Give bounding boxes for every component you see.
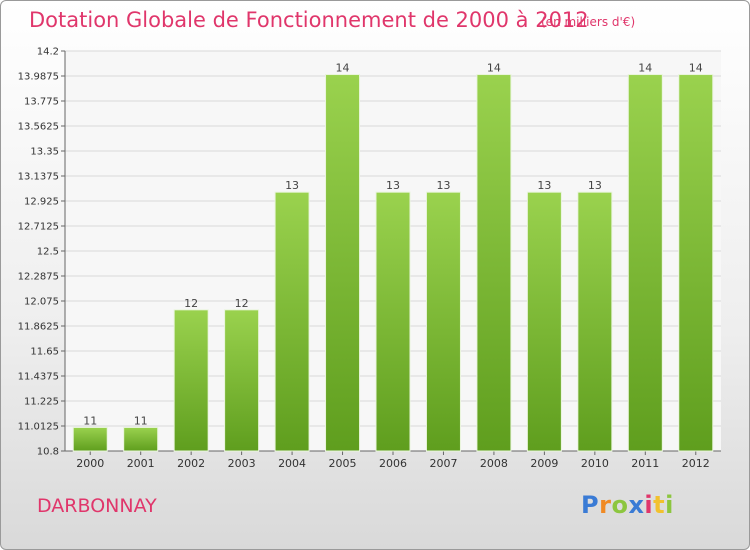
y-tick-label: 12.2875 (18, 272, 59, 283)
y-tick-label: 12.075 (24, 297, 59, 308)
logo-letter: x (628, 491, 645, 519)
data-label-2008: 14 (487, 62, 501, 75)
logo-letter: i (665, 491, 674, 519)
data-label-2004: 13 (285, 179, 299, 192)
data-label-2005: 14 (336, 62, 350, 75)
y-tick-label: 12.925 (24, 197, 59, 208)
x-tick-label-2000: 2000 (76, 457, 104, 470)
data-label-2010: 13 (588, 179, 602, 192)
x-tick-label-2006: 2006 (379, 457, 407, 470)
x-tick-label-2005: 2005 (329, 457, 357, 470)
proxiti-logo: Proxiti (581, 491, 674, 519)
bar-2005 (325, 74, 361, 452)
bar-2001 (123, 426, 159, 452)
data-label-2011: 14 (638, 62, 652, 75)
chart-title: Dotation Globale de Fonctionnement de 20… (29, 8, 589, 32)
y-tick-label: 11.225 (24, 397, 59, 408)
y-tick-label: 13.9875 (18, 72, 59, 83)
x-tick-label-2012: 2012 (682, 457, 710, 470)
x-tick-label-2008: 2008 (480, 457, 508, 470)
y-tick-label: 11.8625 (18, 322, 59, 333)
x-tick-label-2009: 2009 (530, 457, 558, 470)
y-tick-label: 13.775 (24, 97, 59, 108)
y-tick-label: 11.65 (30, 347, 59, 358)
data-label-2007: 13 (436, 179, 450, 192)
data-label-2000: 11 (83, 414, 97, 427)
data-label-2001: 11 (134, 414, 148, 427)
logo-letter: t (653, 491, 666, 519)
bar-2006 (375, 191, 411, 452)
data-label-2003: 12 (235, 297, 249, 310)
data-label-2009: 13 (537, 179, 551, 192)
y-tick-label: 10.8 (37, 447, 59, 458)
data-label-2006: 13 (386, 179, 400, 192)
x-tick-label-2011: 2011 (631, 457, 659, 470)
commune-name: DARBONNAY (37, 495, 157, 517)
y-tick-label: 13.1375 (18, 172, 59, 183)
y-tick-label: 13.35 (30, 147, 59, 158)
bar-2000 (72, 426, 108, 452)
x-tick-label-2002: 2002 (177, 457, 205, 470)
y-tick-label: 11.4375 (18, 372, 59, 383)
bar-2007 (425, 191, 461, 452)
bar-2009 (526, 191, 562, 452)
x-tick-label-2003: 2003 (228, 457, 256, 470)
y-tick-label: 13.5625 (18, 122, 59, 133)
bar-2004 (274, 191, 310, 452)
data-label-2002: 12 (184, 297, 198, 310)
y-tick-label: 14.2 (37, 47, 59, 58)
bar-2011 (627, 74, 663, 452)
y-tick-label: 12.5 (37, 247, 59, 258)
x-tick-label-2007: 2007 (429, 457, 457, 470)
y-tick-label: 12.7125 (18, 222, 59, 233)
logo-letter: P (581, 491, 600, 519)
bar-2012 (678, 74, 714, 452)
bar-2002 (173, 309, 209, 452)
x-tick-label-2004: 2004 (278, 457, 306, 470)
data-label-2012: 14 (689, 62, 703, 75)
chart-subtitle: (en milliers d'€) (541, 15, 636, 29)
y-tick-label: 11.0125 (18, 422, 59, 433)
logo-letter: r (599, 491, 612, 519)
bar-2003 (224, 309, 260, 452)
bar-2008 (476, 74, 512, 452)
x-tick-label-2001: 2001 (127, 457, 155, 470)
logo-letter: o (611, 491, 629, 519)
bar-2010 (577, 191, 613, 452)
logo-letter: i (644, 491, 654, 519)
x-tick-label-2010: 2010 (581, 457, 609, 470)
